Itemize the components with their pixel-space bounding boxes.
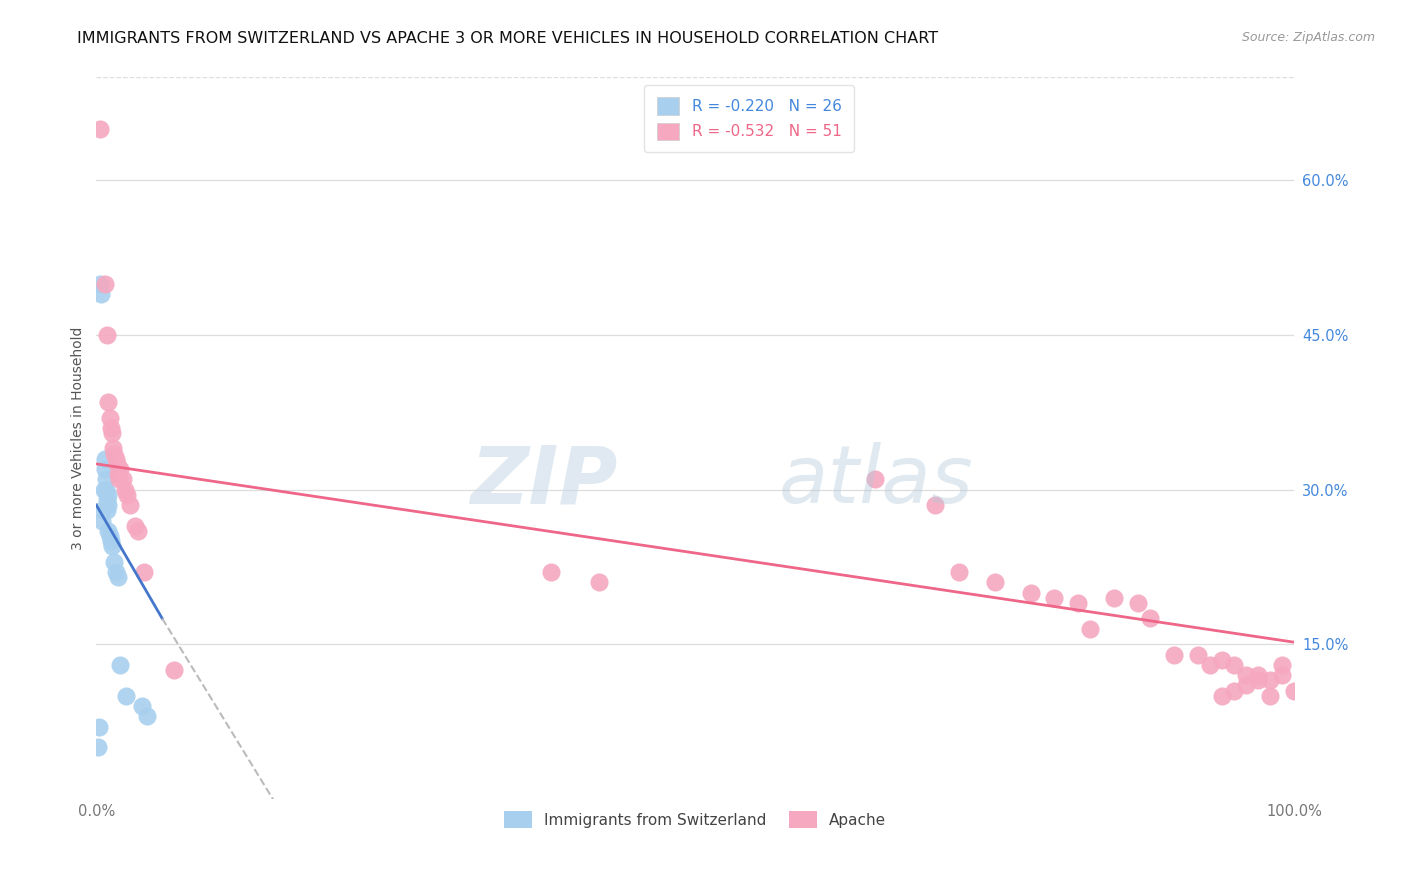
Point [1223, 657, 1246, 672]
Point [1234, 668, 1257, 682]
Point [108, 472, 131, 486]
Point [1043, 591, 1066, 605]
Point [93, 277, 115, 291]
Point [110, 462, 132, 476]
Point [948, 565, 970, 579]
Point [127, 524, 149, 538]
Point [1282, 683, 1305, 698]
Point [1258, 673, 1281, 688]
Point [118, 498, 141, 512]
Point [98, 529, 121, 543]
Point [131, 699, 153, 714]
Point [1019, 585, 1042, 599]
Point [104, 451, 127, 466]
Point [1271, 657, 1294, 672]
Point [93, 462, 115, 476]
Text: Source: ZipAtlas.com: Source: ZipAtlas.com [1241, 31, 1375, 45]
Point [1211, 689, 1233, 703]
Point [588, 575, 610, 590]
Y-axis label: 3 or more Vehicles in Household: 3 or more Vehicles in Household [72, 326, 86, 549]
Point [1104, 591, 1126, 605]
Point [1271, 668, 1294, 682]
Point [1234, 678, 1257, 692]
Point [98, 410, 121, 425]
Point [100, 534, 122, 549]
Point [1067, 596, 1090, 610]
Text: IMMIGRANTS FROM SWITZERLAND VS APACHE 3 OR MORE VEHICLES IN HOUSEHOLD CORRELATIO: IMMIGRANTS FROM SWITZERLAND VS APACHE 3 … [77, 31, 938, 46]
Point [540, 565, 562, 579]
Point [1223, 683, 1246, 698]
Point [93, 451, 115, 466]
Point [117, 488, 139, 502]
Point [1258, 689, 1281, 703]
Text: atlas: atlas [779, 442, 974, 520]
Point [135, 709, 157, 723]
Point [1247, 668, 1270, 682]
Point [105, 457, 128, 471]
Point [89, 122, 111, 136]
Point [90, 286, 112, 301]
Point [104, 565, 127, 579]
Point [1163, 648, 1185, 662]
Point [110, 657, 132, 672]
Point [96, 493, 118, 508]
Point [114, 483, 136, 497]
Point [94, 472, 117, 486]
Point [1247, 673, 1270, 688]
Point [115, 689, 138, 703]
Point [101, 539, 124, 553]
Point [97, 488, 120, 502]
Point [97, 395, 120, 409]
Point [86, 740, 108, 755]
Point [94, 483, 117, 497]
Point [163, 663, 186, 677]
Point [1199, 657, 1222, 672]
Point [97, 498, 120, 512]
Point [1211, 653, 1233, 667]
Point [97, 524, 120, 538]
Point [93, 483, 115, 497]
Point [111, 472, 134, 486]
Text: ZIP: ZIP [470, 442, 617, 520]
Point [124, 518, 146, 533]
Point [1139, 611, 1161, 625]
Point [134, 565, 156, 579]
Point [87, 720, 110, 734]
Point [89, 277, 111, 291]
Point [1187, 648, 1209, 662]
Legend: Immigrants from Switzerland, Apache: Immigrants from Switzerland, Apache [498, 805, 893, 835]
Point [1080, 622, 1102, 636]
Point [103, 447, 125, 461]
Point [101, 442, 124, 456]
Point [101, 425, 124, 440]
Point [100, 421, 122, 435]
Point [96, 328, 118, 343]
Point [96, 503, 118, 517]
Point [91, 503, 114, 517]
Point [103, 555, 125, 569]
Point [107, 570, 129, 584]
Point [91, 514, 114, 528]
Point [983, 575, 1005, 590]
Point [924, 498, 946, 512]
Point [863, 472, 886, 486]
Point [1128, 596, 1150, 610]
Point [107, 467, 129, 482]
